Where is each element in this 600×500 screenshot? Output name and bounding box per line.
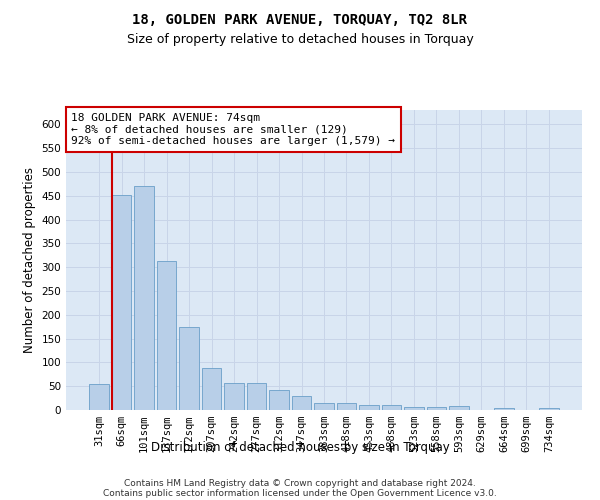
Y-axis label: Number of detached properties: Number of detached properties [23, 167, 36, 353]
Text: Contains public sector information licensed under the Open Government Licence v3: Contains public sector information licen… [103, 488, 497, 498]
Bar [134, 186, 154, 410]
Bar [539, 408, 559, 410]
Bar [224, 383, 244, 410]
Text: Distribution of detached houses by size in Torquay: Distribution of detached houses by size … [151, 441, 449, 454]
Bar [179, 327, 199, 410]
Text: 18, GOLDEN PARK AVENUE, TORQUAY, TQ2 8LR: 18, GOLDEN PARK AVENUE, TORQUAY, TQ2 8LR [133, 12, 467, 26]
Bar [382, 405, 401, 410]
Bar [89, 384, 109, 410]
Bar [292, 396, 311, 410]
Bar [112, 195, 131, 410]
Bar [359, 405, 379, 410]
Bar [269, 390, 289, 410]
Bar [202, 368, 221, 410]
Bar [449, 406, 469, 410]
Text: Contains HM Land Registry data © Crown copyright and database right 2024.: Contains HM Land Registry data © Crown c… [124, 478, 476, 488]
Bar [314, 403, 334, 410]
Bar [404, 407, 424, 410]
Bar [494, 408, 514, 410]
Text: Size of property relative to detached houses in Torquay: Size of property relative to detached ho… [127, 32, 473, 46]
Bar [247, 383, 266, 410]
Bar [337, 403, 356, 410]
Bar [157, 262, 176, 410]
Bar [427, 407, 446, 410]
Text: 18 GOLDEN PARK AVENUE: 74sqm
← 8% of detached houses are smaller (129)
92% of se: 18 GOLDEN PARK AVENUE: 74sqm ← 8% of det… [71, 113, 395, 146]
